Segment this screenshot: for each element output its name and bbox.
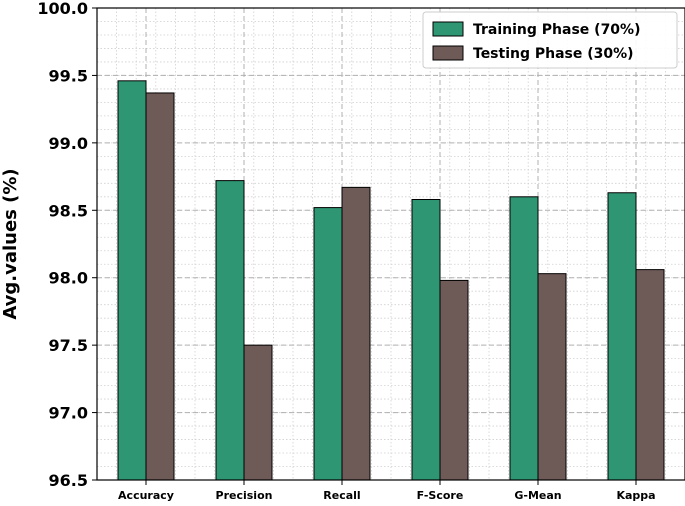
y-tick-label: 99.5 [49,66,88,85]
x-tick-label: Precision [216,489,273,502]
bar-training-f-score [411,198,441,481]
x-tick-label: G-Mean [514,489,561,502]
y-axis-label: Avg.values (%) [0,168,21,319]
x-axis-ticks: Accuracy Precision Recall F-Score G-Mean Kapp… [118,480,656,502]
y-tick-label: 98.5 [49,201,88,220]
bar-training-kappa [607,192,637,481]
bar-training-precision [215,180,245,481]
bar-training-recall [313,207,343,481]
x-tick-label: F-Score [417,489,464,502]
bar-testing-f-score [439,279,469,481]
y-tick-label: 97.0 [49,404,88,423]
bars [117,80,665,481]
bar-testing-accuracy [145,92,175,481]
legend-swatch [432,21,464,37]
x-tick-label: Accuracy [118,489,174,502]
bar-testing-recall [341,186,371,481]
y-tick-label: 96.5 [49,471,88,490]
legend: Training Phase (70%) Testing Phase (30%) [422,11,678,69]
y-tick-label: 98.0 [49,269,88,288]
bar-training-g-mean [509,196,539,481]
minor-gridlines [96,7,685,481]
axes-frame [96,7,685,481]
bar-testing-kappa [635,269,665,481]
y-tick-label: 99.0 [49,134,88,153]
bar-testing-g-mean [537,273,567,481]
y-axis-ticks: 96.5 97.0 97.5 98.0 98.5 99.0 99.5 100.0 [37,0,97,490]
legend-box [422,11,678,69]
y-tick-label: 97.5 [49,336,88,355]
bar-testing-precision [243,344,273,481]
legend-swatch [432,45,464,61]
legend-label: Testing Phase (30%) [473,46,634,62]
bar-training-accuracy [117,80,147,481]
y-tick-label: 100.0 [37,0,88,18]
x-tick-label: Kappa [616,489,655,502]
legend-label: Training Phase (70%) [473,22,640,38]
x-tick-label: Recall [323,489,360,502]
